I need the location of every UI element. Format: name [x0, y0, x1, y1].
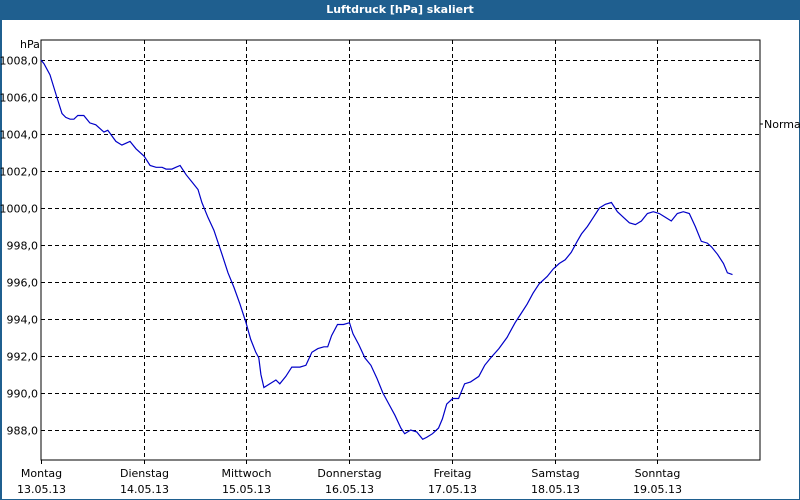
weekday-label: Mittwoch — [221, 467, 272, 480]
y-tick-label: 996,0 — [7, 277, 39, 290]
grid-lines — [41, 40, 760, 464]
pressure-line — [40, 59, 733, 441]
y-tick-label: 988,0 — [7, 425, 39, 438]
y-tick-label: 994,0 — [7, 314, 39, 327]
x-tick-label: Mittwoch 15.05.13 — [202, 466, 292, 498]
chart-title: Luftdruck [hPa] skaliert — [0, 0, 800, 20]
x-tick-label: Samstag 18.05.13 — [511, 466, 601, 498]
date-label: 18.05.13 — [531, 483, 580, 496]
y-tick-label: 990,0 — [7, 388, 39, 401]
window-left-border — [0, 20, 2, 500]
plot-border — [40, 39, 761, 461]
date-label: 16.05.13 — [325, 483, 374, 496]
y-tick-label: 1004,0 — [0, 129, 38, 142]
weekday-label: Donnerstag — [317, 467, 382, 480]
date-label: 17.05.13 — [428, 483, 477, 496]
legend-normal-label: Normal — [764, 118, 800, 131]
y-axis-ticks: 988,0 990,0 992,0 994,0 996,0 998,0 1000,0 1002… — [0, 55, 38, 438]
x-tick-label: Montag 13.05.13 — [0, 466, 87, 498]
y-tick-label: 1008,0 — [0, 55, 38, 68]
date-label: 14.05.13 — [120, 483, 169, 496]
x-tick-label: Freitag 17.05.13 — [408, 466, 498, 498]
y-tick-label: 998,0 — [7, 240, 39, 253]
weekday-label: Dienstag — [119, 467, 170, 480]
x-tick-label: Sonntag 19.05.13 — [613, 466, 703, 498]
x-tick-label: Dienstag 14.05.13 — [100, 466, 190, 498]
y-tick-label: 1006,0 — [0, 92, 38, 105]
weekday-label: Sonntag — [634, 467, 681, 480]
y-tick-label: 992,0 — [7, 351, 39, 364]
weekday-label: Freitag — [433, 467, 472, 480]
x-tick-label: Donnerstag 16.05.13 — [305, 466, 395, 498]
y-tick-label: 1000,0 — [0, 203, 38, 216]
weekday-label: Samstag — [531, 467, 580, 480]
y-tick-label: 1002,0 — [0, 166, 38, 179]
y-axis-unit-label: hPa — [20, 38, 40, 51]
date-label: 19.05.13 — [633, 483, 682, 496]
date-label: 15.05.13 — [222, 483, 271, 496]
weekday-label: Montag — [20, 467, 63, 480]
date-label: 13.05.13 — [17, 483, 66, 496]
